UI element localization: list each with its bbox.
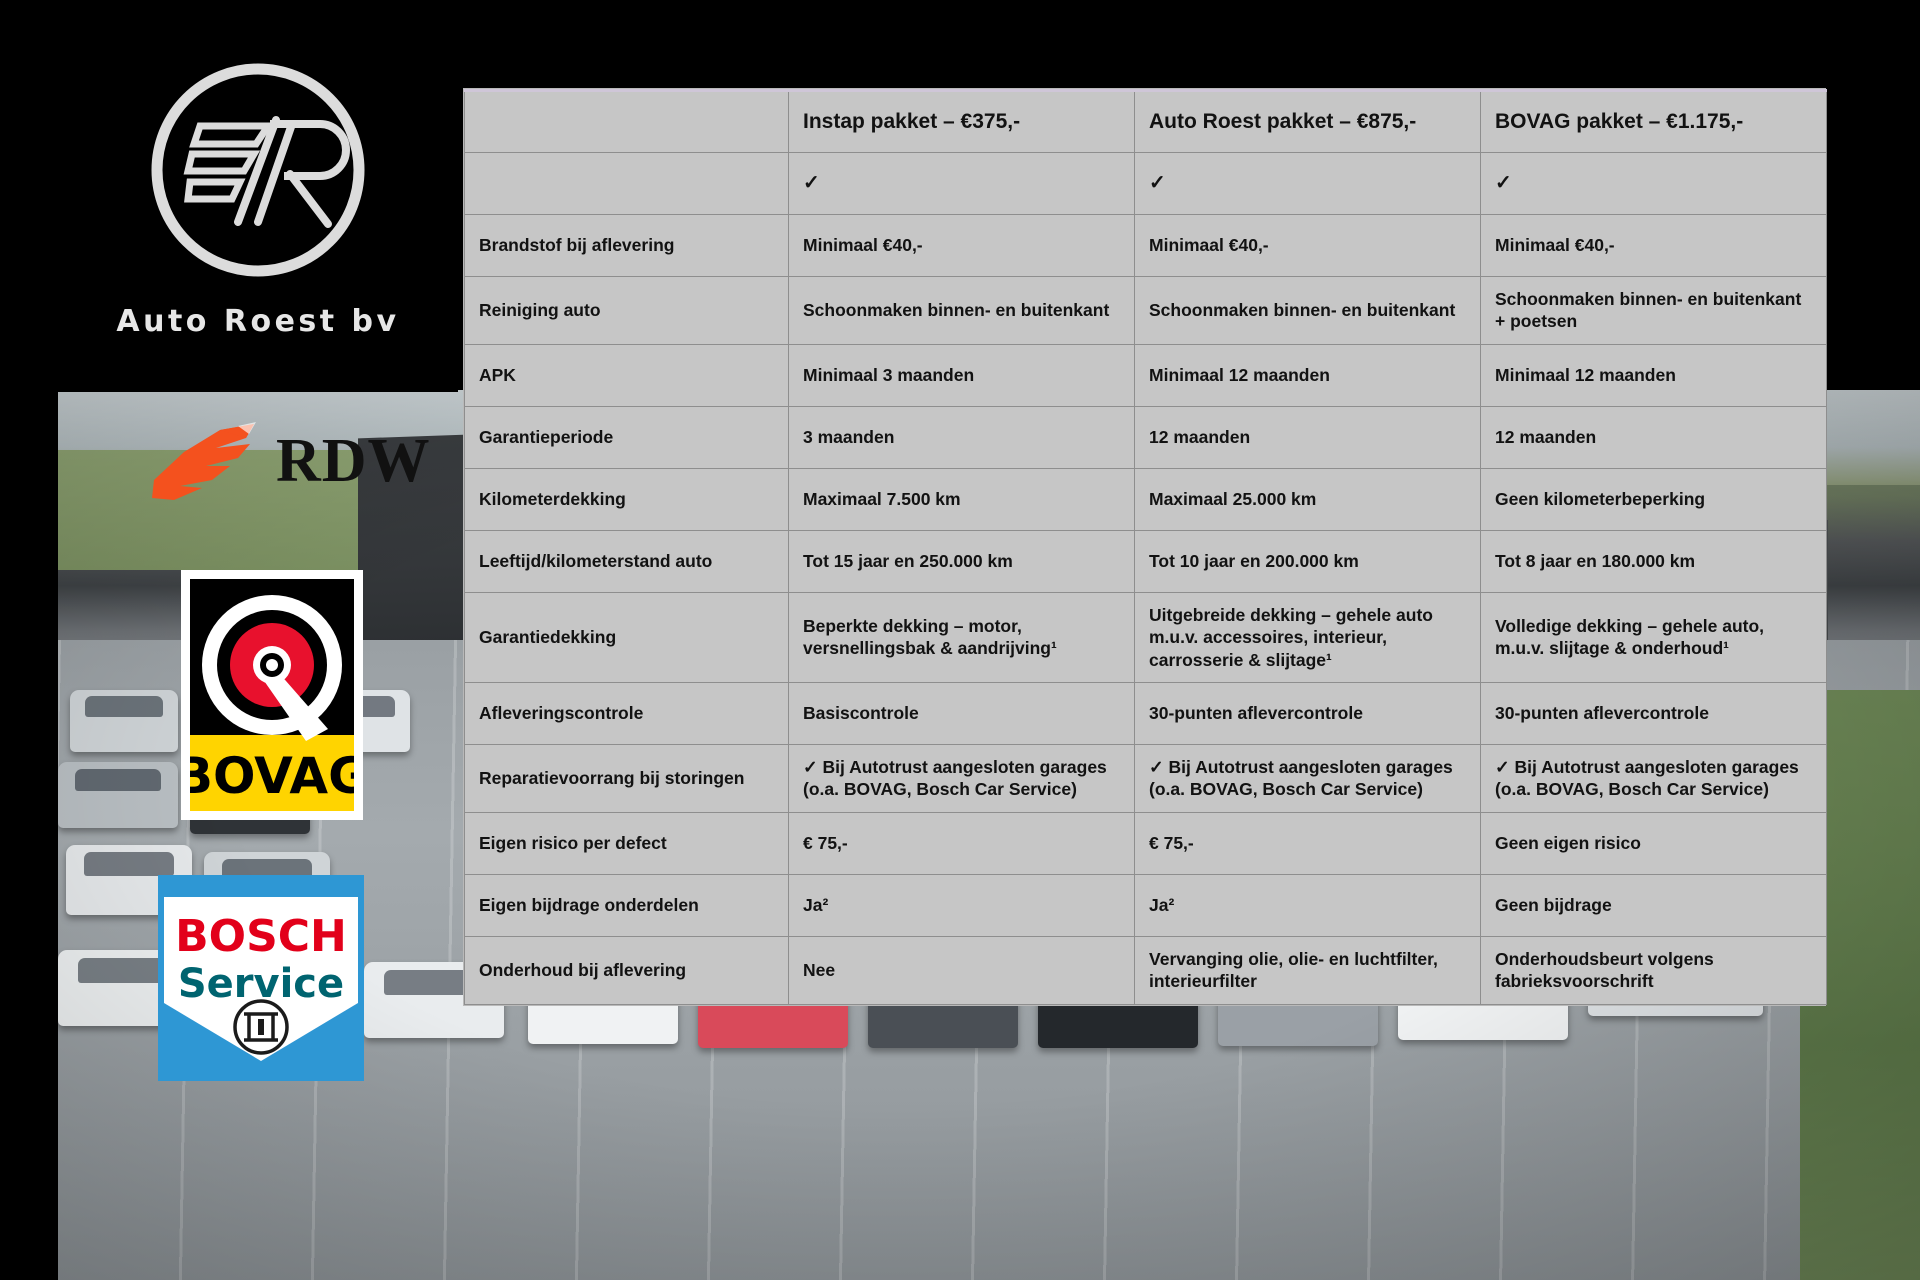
table-row: Kilometerdekking Maximaal 7.500 km Maxim… (464, 467, 1827, 531)
cell-bovag: 12 maanden (1480, 405, 1827, 469)
cell-bovag: Geen eigen risico (1480, 811, 1827, 875)
row-label: Eigen risico per defect (464, 811, 789, 875)
cell-instap: Tot 15 jaar en 250.000 km (788, 529, 1135, 593)
cell-auto-roest: 12 maanden (1134, 405, 1481, 469)
row-label-check (464, 152, 789, 215)
cell-auto-roest: Tot 10 jaar en 200.000 km (1134, 529, 1481, 593)
cell-instap: ✓ Bij Autotrust aangesloten garages (o.a… (788, 743, 1135, 813)
cell-instap: Nee (788, 935, 1135, 1005)
table-row: Afleveringscontrole Basiscontrole 30-pun… (464, 681, 1827, 745)
row-label: Garantiedekking (464, 591, 789, 683)
package-comparison-table: Instap pakket – €375,- Auto Roest pakket… (464, 89, 1827, 1005)
row-label: Reparatievoorrang bij storingen (464, 743, 789, 813)
cell-auto-roest: Uitgebreide dekking – gehele auto m.u.v.… (1134, 591, 1481, 683)
cell-instap: Ja² (788, 873, 1135, 937)
row-label: APK (464, 343, 789, 407)
cell-auto-roest: Minimaal 12 maanden (1134, 343, 1481, 407)
row-label: Brandstof bij aflevering (464, 214, 789, 277)
table-row: Reiniging auto Schoonmaken binnen- en bu… (464, 276, 1827, 345)
check-icon-bovag: ✓ (1480, 152, 1827, 215)
cell-instap: Beperkte dekking – motor, versnellingsba… (788, 591, 1135, 683)
cell-instap: Minimaal €40,- (788, 214, 1135, 277)
brand-logo-panel: Auto Roest bv (58, 0, 458, 392)
check-icon-instap: ✓ (788, 152, 1135, 215)
svg-text:BOSCH: BOSCH (175, 911, 347, 962)
bovag-target-icon: BOVAG (190, 579, 354, 811)
column-header-instap-pakket: Instap pakket – €375,- (788, 89, 1135, 153)
table-header-row: Instap pakket – €375,- Auto Roest pakket… (464, 89, 1827, 153)
parked-car (70, 690, 178, 752)
parked-car (58, 762, 178, 828)
auto-roest-circle-r-logo-icon (151, 63, 365, 276)
cell-bovag: 30-punten aflevercontrole (1480, 681, 1827, 745)
row-label: Leeftijd/kilometerstand auto (464, 529, 789, 593)
table-row: Brandstof bij aflevering Minimaal €40,- … (464, 214, 1827, 277)
cell-auto-roest: Schoonmaken binnen- en buitenkant (1134, 276, 1481, 345)
row-label: Kilometerdekking (464, 467, 789, 531)
rdw-badge: RDW (150, 405, 430, 517)
cell-auto-roest: ✓ Bij Autotrust aangesloten garages (o.a… (1134, 743, 1481, 813)
cell-auto-roest: Minimaal €40,- (1134, 214, 1481, 277)
row-label: Onderhoud bij aflevering (464, 935, 789, 1005)
table-body: ✓ ✓ ✓ Brandstof bij aflevering Minimaal … (464, 152, 1827, 1005)
row-label: Reiniging auto (464, 276, 789, 345)
cell-bovag: Geen kilometerbeperking (1480, 467, 1827, 531)
cell-auto-roest: € 75,- (1134, 811, 1481, 875)
cell-auto-roest: Maximaal 25.000 km (1134, 467, 1481, 531)
table-row: APK Minimaal 3 maanden Minimaal 12 maand… (464, 343, 1827, 407)
bosch-armature-icon: BOSCH Service (158, 875, 364, 1081)
cell-instap: Basiscontrole (788, 681, 1135, 745)
column-header-auto-roest-pakket: Auto Roest pakket – €875,- (1134, 89, 1481, 153)
cell-bovag: Minimaal 12 maanden (1480, 343, 1827, 407)
table-row-check: ✓ ✓ ✓ (464, 152, 1827, 215)
bosch-car-service-badge: BOSCH Service (158, 875, 364, 1081)
cell-bovag: Geen bijdrage (1480, 873, 1827, 937)
table-row: Garantiedekking Beperkte dekking – motor… (464, 591, 1827, 683)
table-row: Onderhoud bij aflevering Nee Vervanging … (464, 935, 1827, 1005)
rdw-label: RDW (276, 427, 431, 495)
table-row: Eigen bijdrage onderdelen Ja² Ja² Geen b… (464, 873, 1827, 937)
table-row: Garantieperiode 3 maanden 12 maanden 12 … (464, 405, 1827, 469)
cell-auto-roest: Vervanging olie, olie- en luchtfilter, i… (1134, 935, 1481, 1005)
cell-bovag: Volledige dekking – gehele auto, m.u.v. … (1480, 591, 1827, 683)
column-header-bovag-pakket: BOVAG pakket – €1.175,- (1480, 89, 1827, 153)
table-header: Instap pakket – €375,- Auto Roest pakket… (464, 89, 1827, 153)
cell-bovag: Minimaal €40,- (1480, 214, 1827, 277)
cell-instap: Maximaal 7.500 km (788, 467, 1135, 531)
cell-auto-roest: 30-punten aflevercontrole (1134, 681, 1481, 745)
svg-text:BOVAG: BOVAG (190, 747, 354, 805)
cell-bovag: Tot 8 jaar en 180.000 km (1480, 529, 1827, 593)
package-comparison-table-container: Instap pakket – €375,- Auto Roest pakket… (463, 88, 1827, 1006)
brand-wordmark: Auto Roest bv (116, 303, 400, 339)
row-label: Afleveringscontrole (464, 681, 789, 745)
table-row: Leeftijd/kilometerstand auto Tot 15 jaar… (464, 529, 1827, 593)
cell-auto-roest: Ja² (1134, 873, 1481, 937)
cell-bovag: ✓ Bij Autotrust aangesloten garages (o.a… (1480, 743, 1827, 813)
cell-instap: 3 maanden (788, 405, 1135, 469)
row-label: Eigen bijdrage onderdelen (464, 873, 789, 937)
cell-bovag: Schoonmaken binnen- en buitenkant + poet… (1480, 276, 1827, 345)
cell-instap: Schoonmaken binnen- en buitenkant (788, 276, 1135, 345)
bovag-badge: BOVAG (181, 570, 363, 820)
row-label: Garantieperiode (464, 405, 789, 469)
column-header-feature (464, 89, 789, 153)
table-row: Reparatievoorrang bij storingen ✓ Bij Au… (464, 743, 1827, 813)
cell-instap: Minimaal 3 maanden (788, 343, 1135, 407)
cell-bovag: Onderhoudsbeurt volgens fabrieksvoorschr… (1480, 935, 1827, 1005)
rdw-lion-wing-icon (152, 422, 256, 500)
check-icon-auto-roest: ✓ (1134, 152, 1481, 215)
cell-instap: € 75,- (788, 811, 1135, 875)
table-row: Eigen risico per defect € 75,- € 75,- Ge… (464, 811, 1827, 875)
